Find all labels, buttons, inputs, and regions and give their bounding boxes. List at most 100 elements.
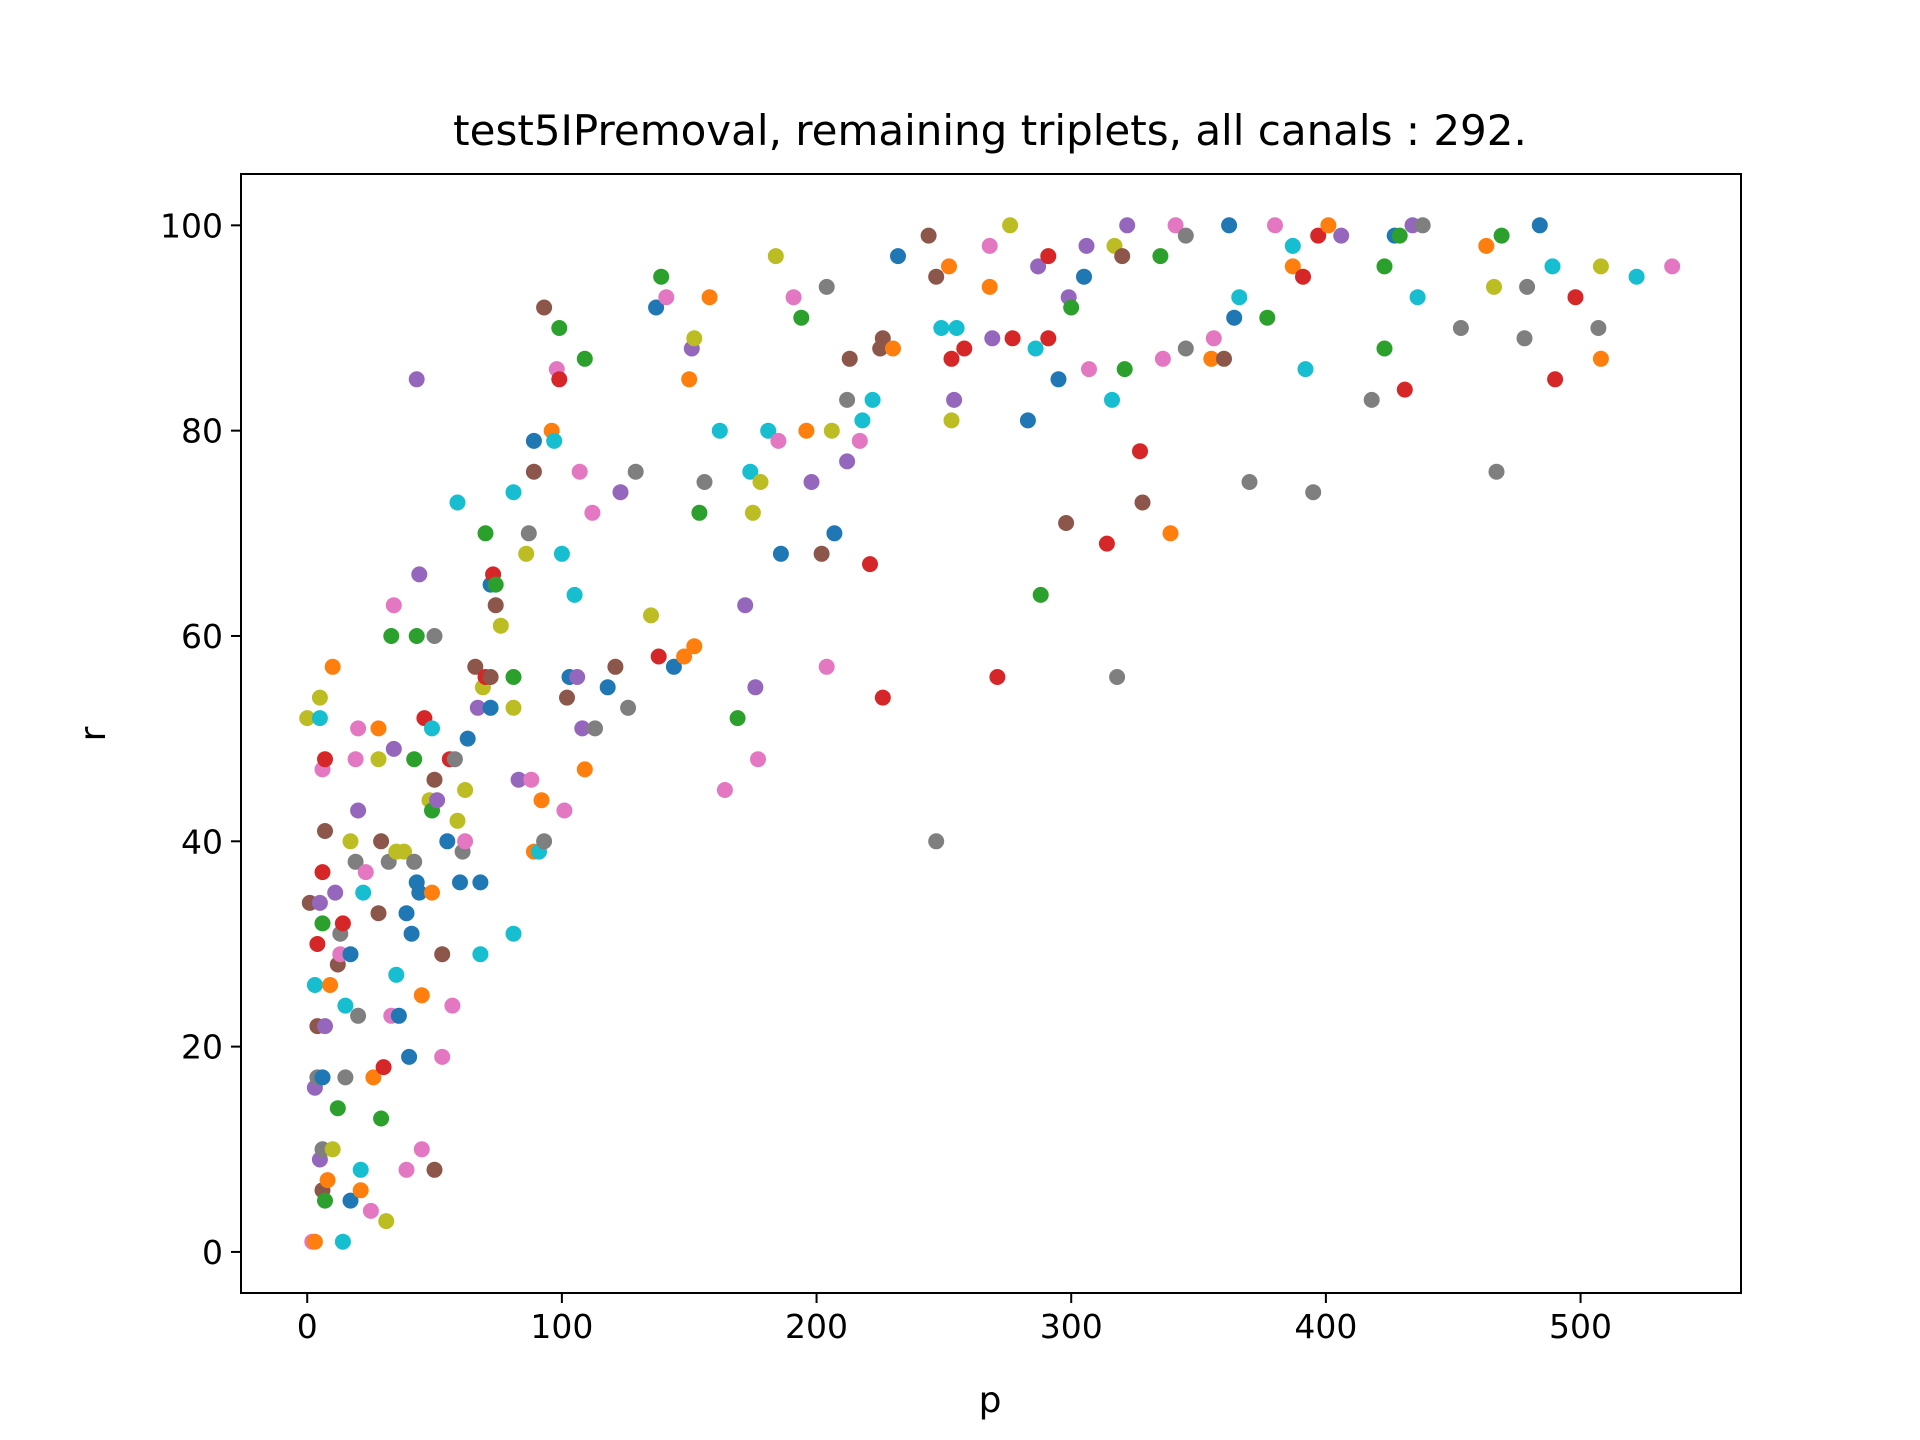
- data-point: [424, 884, 440, 901]
- data-point: [885, 340, 901, 357]
- data-point: [426, 1161, 443, 1178]
- data-point: [350, 802, 367, 819]
- data-point: [874, 689, 891, 706]
- y-tick-label: 0: [202, 1233, 223, 1272]
- data-point: [477, 525, 494, 542]
- data-point: [317, 1018, 333, 1035]
- data-point: [406, 751, 423, 768]
- data-point: [1154, 350, 1171, 367]
- data-point: [317, 751, 333, 768]
- data-point: [1486, 278, 1502, 295]
- data-point: [1391, 227, 1408, 244]
- data-point: [375, 1059, 392, 1076]
- data-point: [854, 412, 871, 429]
- data-point: [1284, 258, 1301, 275]
- y-axis-label: r: [73, 726, 114, 741]
- data-point: [1284, 237, 1301, 254]
- data-point: [1531, 217, 1548, 234]
- data-point: [390, 1007, 407, 1024]
- data-point: [396, 843, 412, 860]
- data-point: [1203, 350, 1220, 367]
- data-point: [1078, 237, 1095, 254]
- data-point: [696, 474, 713, 490]
- data-point: [701, 289, 718, 306]
- data-point: [1493, 227, 1510, 244]
- data-point: [1452, 320, 1469, 336]
- data-point: [650, 648, 667, 665]
- data-point: [1363, 391, 1380, 408]
- data-point: [941, 258, 957, 275]
- data-point: [352, 1182, 369, 1199]
- data-point: [1267, 217, 1283, 234]
- data-point: [752, 474, 769, 490]
- data-point: [1516, 330, 1533, 347]
- data-point: [411, 884, 428, 901]
- x-tick-label: 200: [785, 1307, 848, 1346]
- data-point: [928, 833, 945, 850]
- data-point: [1376, 340, 1393, 357]
- data-point: [1628, 268, 1645, 285]
- data-point: [487, 576, 504, 593]
- data-point: [311, 710, 328, 727]
- data-point: [1040, 330, 1057, 347]
- data-point: [571, 463, 588, 480]
- data-point: [370, 905, 387, 922]
- data-point: [1547, 371, 1564, 388]
- data-point: [785, 289, 802, 306]
- data-point: [681, 371, 698, 388]
- data-point: [357, 864, 374, 881]
- data-point: [459, 730, 476, 747]
- data-point: [299, 710, 316, 727]
- data-point: [408, 628, 425, 644]
- data-point: [306, 1233, 323, 1250]
- data-point: [426, 771, 443, 788]
- data-point: [362, 1202, 379, 1219]
- data-point: [457, 782, 474, 798]
- data-point: [536, 833, 553, 850]
- data-point: [643, 607, 659, 624]
- data-point: [1592, 258, 1609, 275]
- data-point: [1030, 258, 1047, 275]
- data-point: [406, 853, 423, 870]
- data-point: [943, 412, 960, 429]
- data-point: [1177, 227, 1194, 244]
- data-point: [536, 299, 553, 316]
- data-point: [1310, 227, 1327, 244]
- data-point: [482, 699, 499, 716]
- data-point: [449, 494, 466, 511]
- data-point: [1241, 474, 1258, 490]
- data-point: [841, 350, 858, 367]
- data-point: [324, 1141, 341, 1158]
- data-point: [355, 884, 372, 901]
- data-point: [551, 371, 568, 388]
- data-point: [1414, 217, 1431, 234]
- data-point: [334, 1233, 351, 1250]
- data-point: [851, 432, 868, 449]
- data-point: [398, 905, 415, 922]
- data-point: [1519, 278, 1536, 295]
- data-point: [1333, 227, 1350, 244]
- data-point: [890, 248, 906, 265]
- data-point: [1063, 299, 1080, 316]
- data-point: [648, 299, 665, 316]
- data-point: [1295, 268, 1311, 285]
- data-point: [818, 278, 835, 295]
- data-point: [1032, 586, 1049, 603]
- data-point: [551, 320, 568, 336]
- x-tick-label: 400: [1294, 1307, 1357, 1346]
- data-point: [403, 925, 420, 942]
- data-point: [627, 463, 644, 480]
- data-point: [347, 853, 364, 870]
- data-point: [1004, 330, 1021, 347]
- data-point: [767, 248, 784, 265]
- data-point: [324, 658, 341, 675]
- x-axis-label: p: [979, 1380, 1002, 1421]
- data-point: [1231, 289, 1248, 306]
- data-point: [1134, 494, 1151, 511]
- data-point: [1132, 443, 1148, 460]
- data-point: [1114, 248, 1131, 265]
- data-point: [1040, 248, 1057, 265]
- data-point: [744, 504, 761, 521]
- data-point: [864, 391, 881, 408]
